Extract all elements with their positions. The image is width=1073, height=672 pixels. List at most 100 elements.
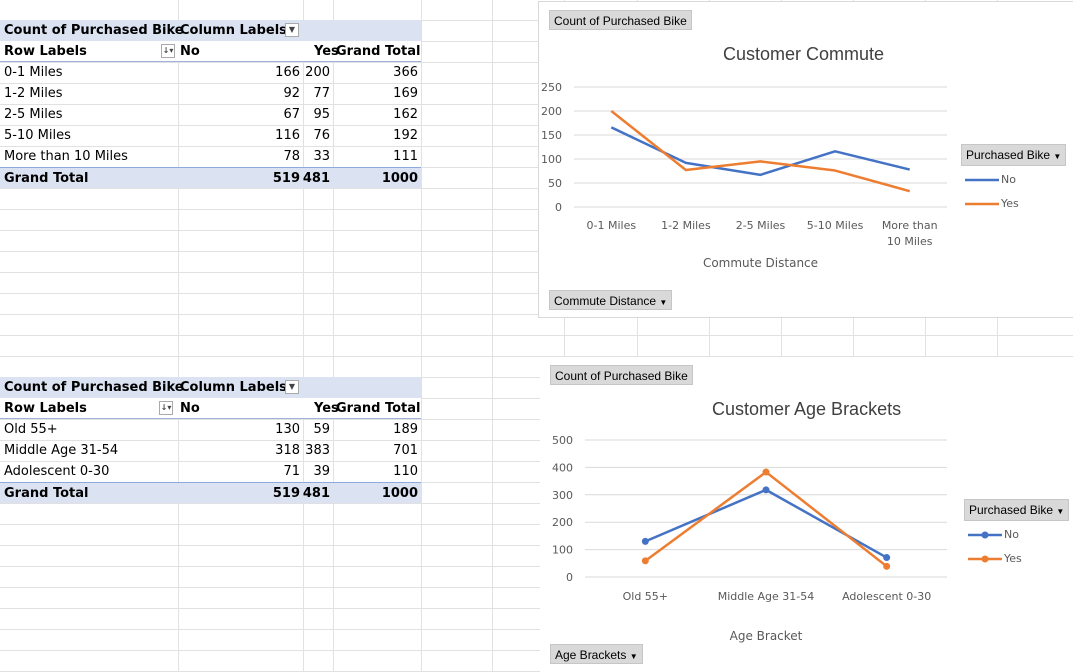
grand-total-yes: 481 — [302, 486, 330, 501]
value-total: 192 — [393, 128, 418, 143]
y-tick-label: 50 — [548, 177, 562, 190]
row-label: 1-2 Miles — [4, 86, 63, 101]
data-point-no[interactable] — [762, 486, 770, 494]
pivot-table-age[interactable]: Count of Purchased Bike Column Labels ▼ … — [0, 377, 421, 503]
pivot-data-row[interactable]: 1-2 Miles 92 77 169 — [0, 83, 421, 104]
series-line-yes[interactable] — [644, 470, 888, 568]
pivot-value-field-label[interactable]: Count of Purchased Bike — [4, 23, 184, 38]
grand-total-label: Grand Total — [4, 171, 89, 186]
pivot-data-row[interactable]: 0-1 Miles 166 200 366 — [0, 62, 421, 83]
pivot-data-row[interactable]: Adolescent 0-30 71 39 110 — [0, 461, 421, 482]
column-labels-header[interactable]: Column Labels — [180, 380, 287, 395]
legend-field-button[interactable]: Purchased Bike ▼ — [964, 499, 1070, 521]
legend-field-button[interactable]: Purchased Bike ▼ — [961, 144, 1067, 166]
age-brackets-field-button[interactable]: Age Brackets ▼ — [550, 644, 643, 664]
value-total: 110 — [393, 464, 418, 479]
value-no: 71 — [283, 464, 300, 479]
chart-value-field-button[interactable]: Count of Purchased Bike — [550, 365, 693, 385]
series-line-yes[interactable] — [610, 110, 911, 193]
field-button-label: Commute Distance — [554, 294, 657, 308]
commute-plot-area[interactable]: 0 50 100 150 200 250 0-1 Miles 1-2 Miles 2-5 Mil… — [539, 2, 959, 272]
value-no: 166 — [275, 65, 300, 80]
column-header-yes: Yes — [314, 401, 339, 416]
data-point-yes[interactable] — [762, 468, 770, 476]
commute-pivot-chart[interactable]: Count of Purchased Bike Customer Commute… — [538, 1, 1073, 318]
data-point-yes[interactable] — [883, 562, 891, 570]
commute-distance-field-button[interactable]: Commute Distance ▼ — [549, 290, 673, 310]
chart-title[interactable]: Customer Age Brackets — [712, 399, 902, 419]
value-no: 130 — [275, 422, 300, 437]
legend-field-label: Purchased Bike — [966, 148, 1051, 162]
grand-total-total: 1000 — [381, 171, 418, 186]
series-line-no[interactable] — [610, 126, 910, 177]
pivot-data-row[interactable]: 5-10 Miles 116 76 192 — [0, 125, 421, 146]
row-labels-header[interactable]: Row Labels — [4, 401, 87, 416]
chart-legend[interactable]: Purchased Bike ▼ No Yes — [961, 144, 1067, 216]
data-point-no[interactable] — [641, 537, 649, 545]
value-yes: 77 — [313, 86, 330, 101]
legend-no-label: No — [1001, 173, 1016, 186]
y-tick-label: 250 — [541, 81, 562, 94]
value-yes: 33 — [313, 149, 330, 164]
value-yes: 383 — [305, 443, 330, 458]
row-label: 2-5 Miles — [4, 107, 63, 122]
grand-total-total: 1000 — [381, 486, 418, 501]
column-filter-dropdown-icon[interactable]: ▼ — [285, 23, 299, 37]
pivot-value-field-label[interactable]: Count of Purchased Bike — [4, 380, 184, 395]
legend-item-no[interactable]: No — [964, 523, 1069, 547]
age-plot-area[interactable]: 0 100 200 300 400 500 Old 55+ Middle Age 31-54 A… — [540, 357, 960, 647]
value-yes: 200 — [305, 65, 330, 80]
column-labels-header[interactable]: Column Labels — [180, 23, 287, 38]
dropdown-icon[interactable]: ▼ — [629, 652, 638, 661]
grand-total-no: 519 — [272, 486, 300, 501]
pivot-table-commute[interactable]: Count of Purchased Bike Column Labels ▼ … — [0, 20, 421, 188]
value-no: 318 — [275, 443, 300, 458]
pivot-column-header-row: Row Labels ↓▾ No Yes Grand Total — [0, 41, 421, 62]
row-label: More than 10 Miles — [4, 149, 128, 164]
row-sort-filter-icon[interactable]: ↓▾ — [161, 44, 175, 58]
age-pivot-chart[interactable]: Count of Purchased Bike Customer Age Bra… — [540, 357, 1073, 672]
pivot-data-row[interactable]: More than 10 Miles 78 33 111 — [0, 146, 421, 167]
x-tick-label: Middle Age 31-54 — [718, 590, 815, 603]
legend-no-swatch — [965, 178, 999, 182]
dropdown-icon[interactable]: ▼ — [659, 298, 668, 307]
data-point-yes[interactable] — [641, 557, 649, 565]
grand-total-no: 519 — [272, 171, 300, 186]
pivot-data-row[interactable]: Old 55+ 130 59 189 — [0, 419, 421, 440]
legend-item-yes[interactable]: Yes — [961, 192, 1066, 216]
value-no: 116 — [275, 128, 300, 143]
value-total: 162 — [393, 107, 418, 122]
column-header-grand-total: Grand Total — [336, 44, 421, 59]
chart-title[interactable]: Customer Commute — [723, 44, 885, 64]
row-labels-header[interactable]: Row Labels — [4, 44, 87, 59]
legend-no-label: No — [1004, 528, 1019, 541]
y-tick-label: 300 — [552, 489, 573, 502]
x-axis-title[interactable]: Age Bracket — [730, 629, 803, 643]
dropdown-icon[interactable]: ▼ — [1053, 152, 1062, 161]
row-label: 5-10 Miles — [4, 128, 71, 143]
dropdown-icon[interactable]: ▼ — [1056, 507, 1065, 516]
column-filter-dropdown-icon[interactable]: ▼ — [285, 380, 299, 394]
column-header-no: No — [180, 401, 200, 416]
value-total: 366 — [393, 65, 418, 80]
chart-value-field-button[interactable]: Count of Purchased Bike — [549, 10, 692, 30]
legend-item-no[interactable]: No — [961, 168, 1066, 192]
legend-item-yes[interactable]: Yes — [964, 547, 1069, 571]
y-tick-label: 400 — [552, 461, 573, 474]
pivot-header-row: Count of Purchased Bike Column Labels ▼ — [0, 377, 421, 398]
field-button-label: Age Brackets — [555, 648, 627, 662]
pivot-data-row[interactable]: 2-5 Miles 67 95 162 — [0, 104, 421, 125]
pivot-data-row[interactable]: Middle Age 31-54 318 383 701 — [0, 440, 421, 461]
series-line-no[interactable] — [644, 488, 888, 559]
column-header-no: No — [180, 44, 200, 59]
column-header-yes: Yes — [314, 44, 339, 59]
value-total: 701 — [393, 443, 418, 458]
row-label: Adolescent 0-30 — [4, 464, 110, 479]
chart-legend[interactable]: Purchased Bike ▼ No Yes — [964, 499, 1070, 571]
x-axis-title[interactable]: Commute Distance — [703, 256, 818, 270]
legend-yes-swatch — [965, 202, 999, 206]
row-sort-filter-icon[interactable]: ↓▾ — [159, 401, 173, 415]
legend-swatch-marker — [981, 555, 989, 563]
data-point-no[interactable] — [883, 554, 891, 562]
x-tick-label: Old 55+ — [623, 590, 668, 603]
